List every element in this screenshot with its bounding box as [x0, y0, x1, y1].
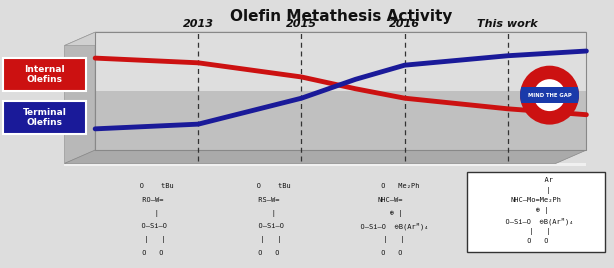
Text: This work: This work — [478, 20, 538, 29]
Text: O    tBu: O tBu — [127, 183, 174, 189]
Text: 2013: 2013 — [183, 20, 214, 29]
Polygon shape — [64, 163, 556, 166]
Text: 2016: 2016 — [389, 20, 420, 29]
Text: |   |: | | — [375, 236, 405, 243]
Text: |   |: | | — [252, 236, 282, 243]
Polygon shape — [95, 91, 586, 150]
Text: NHC–W=: NHC–W= — [377, 197, 403, 203]
Text: O   O: O O — [523, 238, 548, 244]
Text: |: | — [258, 210, 276, 217]
Polygon shape — [64, 150, 586, 163]
Bar — [520, 87, 579, 103]
Text: |: | — [521, 187, 551, 194]
Text: O   Me₂Ph: O Me₂Ph — [360, 183, 419, 189]
Polygon shape — [95, 32, 586, 91]
Text: ⊕ |: ⊕ | — [523, 207, 548, 214]
Text: NHC–Mo=Me₂Ph: NHC–Mo=Me₂Ph — [510, 197, 561, 203]
Bar — [3, 58, 86, 91]
Polygon shape — [64, 32, 95, 163]
Text: |: | — [142, 210, 159, 217]
Ellipse shape — [520, 66, 579, 125]
Text: Olefin Metathesis Activity: Olefin Metathesis Activity — [230, 9, 452, 24]
Text: |   |: | | — [136, 236, 165, 243]
Bar — [64, 163, 586, 166]
Bar — [467, 172, 605, 252]
Text: 2015: 2015 — [286, 20, 317, 29]
Text: |   |: | | — [521, 228, 551, 235]
Text: RO–W=: RO–W= — [138, 197, 163, 203]
Text: Internal
Olefins: Internal Olefins — [24, 65, 65, 84]
Text: O–Si–O: O–Si–O — [250, 224, 284, 229]
Polygon shape — [64, 32, 586, 46]
Text: RS–W=: RS–W= — [254, 197, 280, 203]
Text: Terminal
Olefins: Terminal Olefins — [23, 107, 66, 127]
Ellipse shape — [534, 79, 565, 111]
Text: O    tBu: O tBu — [244, 183, 290, 189]
Text: O–Si–O  ⊖B(Arᴹ)₄: O–Si–O ⊖B(Arᴹ)₄ — [497, 218, 574, 225]
Text: ⊕ |: ⊕ | — [377, 210, 403, 217]
Text: O–Si–O: O–Si–O — [133, 224, 168, 229]
Bar — [3, 100, 86, 134]
Text: Ar: Ar — [519, 177, 553, 183]
Text: O   O: O O — [138, 250, 163, 256]
Text: O   O: O O — [254, 250, 280, 256]
Text: O–Si–O  ⊖B(Arᴹ)₄: O–Si–O ⊖B(Arᴹ)₄ — [352, 223, 428, 230]
Text: MIND THE GAP: MIND THE GAP — [527, 93, 572, 98]
Text: O   O: O O — [377, 250, 403, 256]
